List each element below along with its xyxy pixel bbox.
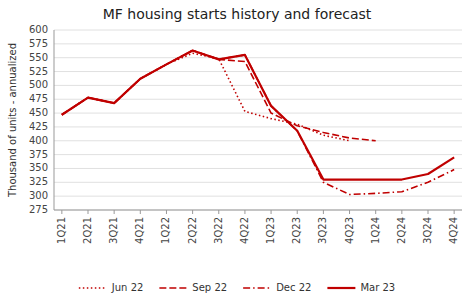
x-tick bbox=[401, 210, 402, 214]
x-tick-label: 3Q24 bbox=[422, 217, 433, 244]
y-tick-label: 475 bbox=[29, 93, 48, 104]
x-tick-label: 2Q23 bbox=[291, 217, 302, 244]
y-tick-label: 400 bbox=[29, 135, 48, 146]
x-tick bbox=[244, 210, 245, 214]
grid-line bbox=[54, 99, 462, 100]
x-tick-label: 1Q21 bbox=[56, 217, 67, 244]
grid-line bbox=[54, 30, 462, 31]
legend-item: Mar 23 bbox=[327, 282, 395, 293]
grid-line bbox=[54, 182, 462, 183]
y-tick-label: 425 bbox=[29, 121, 48, 132]
grid-line bbox=[54, 126, 462, 127]
x-tick-label: 3Q23 bbox=[317, 217, 328, 244]
grid-line bbox=[54, 168, 462, 169]
legend-label: Dec 22 bbox=[276, 282, 311, 293]
legend-item: Jun 22 bbox=[79, 282, 144, 293]
legend-swatch bbox=[243, 287, 271, 289]
series-line bbox=[62, 50, 376, 140]
legend-label: Jun 22 bbox=[111, 282, 144, 293]
legend-item: Sep 22 bbox=[159, 282, 227, 293]
legend-swatch bbox=[159, 287, 187, 289]
x-tick-label: 4Q24 bbox=[448, 217, 459, 244]
y-tick-label: 325 bbox=[29, 176, 48, 187]
x-tick-label: 2Q24 bbox=[396, 217, 407, 244]
x-tick-label: 3Q21 bbox=[108, 217, 119, 244]
x-tick-label: 1Q24 bbox=[370, 217, 381, 244]
y-tick-label: 450 bbox=[29, 107, 48, 118]
x-tick bbox=[271, 210, 272, 214]
y-tick-label: 525 bbox=[29, 66, 48, 77]
y-tick-label: 275 bbox=[29, 204, 48, 215]
grid-line bbox=[54, 43, 462, 44]
x-tick-label: 4Q23 bbox=[344, 217, 355, 244]
legend-item: Dec 22 bbox=[243, 282, 311, 293]
title: MF housing starts history and forecast bbox=[103, 6, 372, 22]
y-axis-label: Thousand of units - annualized bbox=[7, 43, 18, 198]
y-tick-label: 375 bbox=[29, 149, 48, 160]
chart-svg: MF housing starts history and forecast Th… bbox=[0, 0, 474, 306]
grid-line bbox=[54, 140, 462, 141]
y-axis-line bbox=[54, 30, 55, 210]
x-tick bbox=[114, 210, 115, 214]
x-tick bbox=[297, 210, 298, 214]
x-tick-label: 1Q22 bbox=[160, 217, 171, 244]
x-tick bbox=[61, 210, 62, 214]
legend-label: Mar 23 bbox=[360, 282, 395, 293]
legend-swatch bbox=[79, 287, 107, 289]
x-tick bbox=[88, 210, 89, 214]
x-axis-line bbox=[54, 210, 462, 211]
legend-swatch bbox=[327, 287, 355, 289]
x-tick bbox=[454, 210, 455, 214]
grid-line bbox=[54, 154, 462, 155]
grid bbox=[54, 30, 462, 210]
x-tick-label: 4Q21 bbox=[134, 217, 145, 244]
chart-container: MF housing starts history and forecast Th… bbox=[0, 0, 474, 306]
y-tick-label: 350 bbox=[29, 162, 48, 173]
x-tick bbox=[349, 210, 350, 214]
x-tick bbox=[323, 210, 324, 214]
grid-line bbox=[54, 210, 462, 211]
legend-label: Sep 22 bbox=[192, 282, 227, 293]
series-line bbox=[62, 50, 454, 194]
y-tick-label: 500 bbox=[29, 79, 48, 90]
x-tick bbox=[166, 210, 167, 214]
y-tick-label: 550 bbox=[29, 52, 48, 63]
x-tick-label: 3Q22 bbox=[213, 217, 224, 244]
legend: Jun 22 Sep 22 Dec 22 Mar 23 bbox=[79, 282, 395, 293]
x-tick bbox=[428, 210, 429, 214]
x-tick bbox=[218, 210, 219, 214]
y-tick-label: 600 bbox=[29, 24, 48, 35]
grid-line bbox=[54, 57, 462, 58]
x-tick-label: 1Q23 bbox=[265, 217, 276, 244]
x-tick bbox=[140, 210, 141, 214]
x-tick bbox=[192, 210, 193, 214]
y-tick-label: 575 bbox=[29, 38, 48, 49]
x-tick-label: 2Q21 bbox=[82, 217, 93, 244]
x-tick-label: 4Q22 bbox=[239, 217, 250, 244]
series-line bbox=[62, 50, 454, 179]
x-tick-label: 2Q22 bbox=[187, 217, 198, 244]
lines bbox=[62, 50, 454, 194]
grid-line bbox=[54, 71, 462, 72]
x-tick bbox=[375, 210, 376, 214]
grid-line bbox=[54, 113, 462, 114]
grid-line bbox=[54, 196, 462, 197]
y-tick-label: 300 bbox=[29, 190, 48, 201]
